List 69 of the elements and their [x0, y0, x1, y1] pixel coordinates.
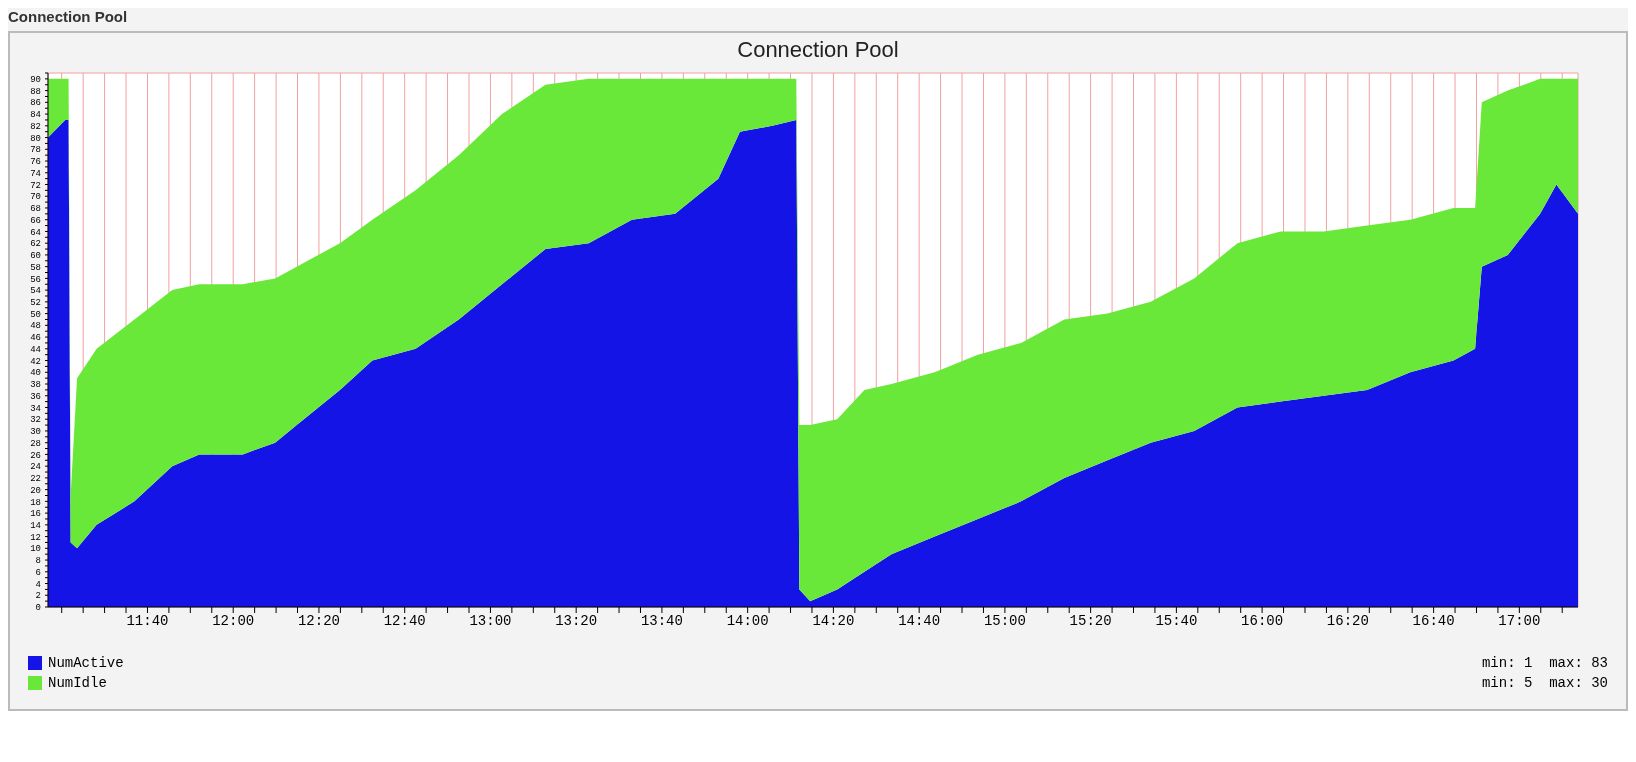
y-tick-label: 76: [30, 157, 41, 168]
y-tick-label: 80: [30, 133, 41, 144]
y-tick-label: 44: [30, 344, 41, 355]
x-tick-label: 16:20: [1326, 612, 1369, 629]
y-tick-label: 82: [30, 121, 41, 132]
y-tick-label: 28: [30, 438, 41, 449]
x-tick-label: 12:00: [212, 612, 255, 629]
x-tick-label: 12:20: [297, 612, 340, 629]
y-tick-label: 48: [30, 321, 41, 332]
y-tick-label: 50: [30, 309, 41, 320]
y-tick-label: 42: [30, 356, 41, 367]
y-tick-label: 84: [30, 110, 41, 121]
y-tick-label: 90: [30, 75, 41, 86]
x-tick-label: 14:40: [898, 612, 941, 629]
y-tick-label: 4: [35, 579, 41, 590]
x-tick-label: 17:00: [1498, 612, 1541, 629]
y-tick-label: 52: [30, 298, 41, 309]
x-tick-label: 13:20: [555, 612, 598, 629]
y-tick-label: 26: [30, 450, 41, 461]
y-tick-label: 62: [30, 239, 41, 250]
y-tick-label: 34: [30, 403, 41, 414]
x-tick-label: 14:20: [812, 612, 855, 629]
chart-title: Connection Pool: [736, 37, 900, 64]
y-tick-label: 60: [30, 251, 41, 262]
x-tick-label: 16:40: [1412, 612, 1455, 629]
text: Connection Pool: [8, 8, 129, 27]
y-tick-label: 54: [30, 286, 41, 297]
y-tick-label: 58: [30, 262, 41, 273]
text: min: 1 max: 83: [1481, 655, 1608, 671]
y-tick-label: 0: [35, 603, 41, 614]
x-tick-label: 15:00: [983, 612, 1026, 629]
legend-label: NumIdle: [48, 675, 107, 691]
x-tick-label: 15:20: [1069, 612, 1112, 629]
y-tick-label: 14: [30, 521, 41, 531]
x-tick-label: 11:40: [126, 612, 169, 629]
y-tick-label: 12: [30, 532, 41, 543]
y-tick-label: 6: [35, 567, 41, 578]
y-tick-label: 56: [30, 274, 41, 285]
y-tick-label: 72: [30, 180, 41, 191]
y-tick-label: 22: [30, 474, 41, 485]
x-tick-label: 13:40: [640, 612, 683, 629]
x-tick-label: 13:00: [469, 612, 512, 629]
y-tick-label: 8: [35, 556, 41, 567]
y-tick-label: 68: [30, 204, 41, 215]
y-tick-label: 20: [30, 485, 41, 496]
text: min: 5 max: 30: [1481, 675, 1608, 691]
y-tick-label: 74: [30, 168, 41, 179]
y-tick-label: 38: [30, 380, 41, 391]
x-tick-label: 15:40: [1155, 612, 1198, 629]
y-tick-label: 66: [30, 215, 41, 226]
y-tick-label: 70: [30, 192, 41, 203]
y-tick-label: 40: [30, 368, 41, 379]
x-tick-label: 16:00: [1241, 612, 1284, 629]
x-tick-label: 14:00: [726, 612, 769, 629]
y-tick-label: 30: [30, 427, 41, 438]
y-tick-label: 64: [30, 227, 41, 238]
legend-label: NumActive: [48, 655, 124, 671]
y-tick-label: 24: [30, 462, 41, 473]
y-tick-label: 2: [35, 591, 41, 602]
y-tick-label: 88: [30, 86, 41, 97]
y-tick-label: 32: [30, 415, 41, 426]
y-tick-label: 86: [30, 98, 41, 109]
y-tick-label: 36: [30, 391, 41, 402]
y-tick-label: 18: [30, 497, 41, 508]
y-tick-label: 10: [30, 544, 41, 555]
x-tick-label: 12:40: [383, 612, 426, 629]
y-tick-label: 16: [30, 509, 41, 520]
y-tick-label: 46: [30, 333, 41, 344]
y-tick-label: 78: [30, 145, 41, 156]
